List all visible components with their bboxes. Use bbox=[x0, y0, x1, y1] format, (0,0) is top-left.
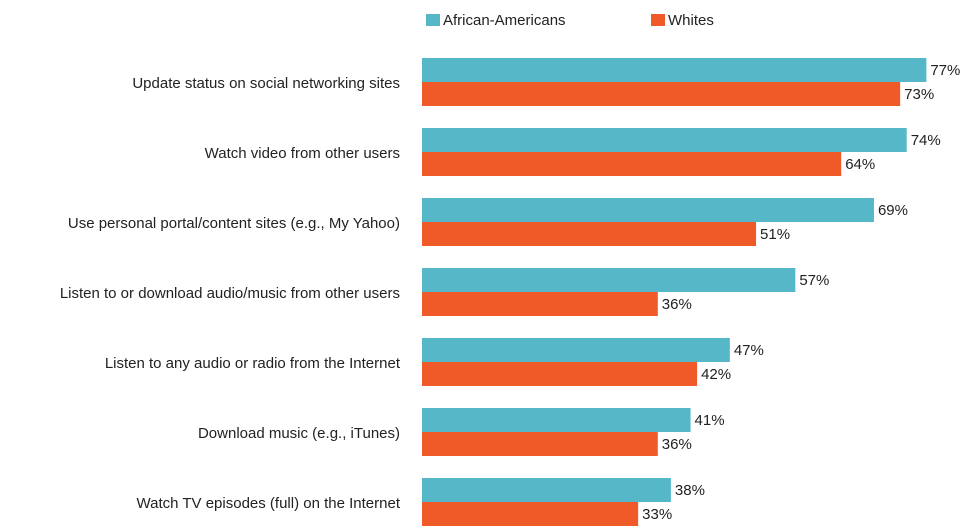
category-label-1: Watch video from other users bbox=[205, 145, 400, 162]
category-labels: Update status on social networking sites… bbox=[60, 75, 401, 512]
bar-whites-2 bbox=[422, 222, 757, 246]
legend: African-Americans Whites bbox=[426, 12, 714, 29]
category-label-2: Use personal portal/content sites (e.g.,… bbox=[68, 215, 400, 232]
category-label-4: Listen to any audio or radio from the In… bbox=[105, 355, 401, 372]
data-label-african-americans-6: 38% bbox=[675, 482, 705, 499]
legend-label-0: African-Americans bbox=[443, 12, 566, 29]
category-label-0: Update status on social networking sites bbox=[132, 75, 400, 92]
bar-whites-3 bbox=[422, 292, 658, 316]
data-label-whites-0: 73% bbox=[904, 86, 934, 103]
data-label-whites-5: 36% bbox=[662, 436, 692, 453]
legend-swatch-0 bbox=[426, 14, 440, 26]
category-label-3: Listen to or download audio/music from o… bbox=[60, 285, 400, 302]
bar-african-americans-1 bbox=[422, 128, 907, 152]
bar-african-americans-2 bbox=[422, 198, 874, 222]
data-label-african-americans-2: 69% bbox=[878, 202, 908, 219]
data-label-whites-2: 51% bbox=[760, 226, 790, 243]
category-label-5: Download music (e.g., iTunes) bbox=[198, 425, 400, 442]
bars bbox=[422, 58, 927, 526]
data-label-african-americans-0: 77% bbox=[930, 62, 960, 79]
data-label-african-americans-4: 47% bbox=[734, 342, 764, 359]
bar-african-americans-6 bbox=[422, 478, 671, 502]
bar-whites-6 bbox=[422, 502, 639, 526]
data-label-african-americans-3: 57% bbox=[799, 272, 829, 289]
data-label-whites-3: 36% bbox=[662, 296, 692, 313]
data-label-whites-6: 33% bbox=[642, 506, 672, 523]
legend-swatch-1 bbox=[651, 14, 665, 26]
data-label-african-americans-5: 41% bbox=[695, 412, 725, 429]
data-label-whites-1: 64% bbox=[845, 156, 875, 173]
bar-whites-1 bbox=[422, 152, 842, 176]
bar-african-americans-5 bbox=[422, 408, 691, 432]
bar-african-americans-3 bbox=[422, 268, 796, 292]
data-labels: 77%73%74%64%69%51%57%36%47%42%41%36%38%3… bbox=[642, 62, 960, 523]
data-label-whites-4: 42% bbox=[701, 366, 731, 383]
bar-african-americans-0 bbox=[422, 58, 927, 82]
bar-whites-5 bbox=[422, 432, 658, 456]
category-label-6: Watch TV episodes (full) on the Internet bbox=[137, 495, 401, 512]
bar-african-americans-4 bbox=[422, 338, 730, 362]
bar-whites-0 bbox=[422, 82, 901, 106]
data-label-african-americans-1: 74% bbox=[911, 132, 941, 149]
legend-label-1: Whites bbox=[668, 12, 714, 29]
bar-whites-4 bbox=[422, 362, 698, 386]
